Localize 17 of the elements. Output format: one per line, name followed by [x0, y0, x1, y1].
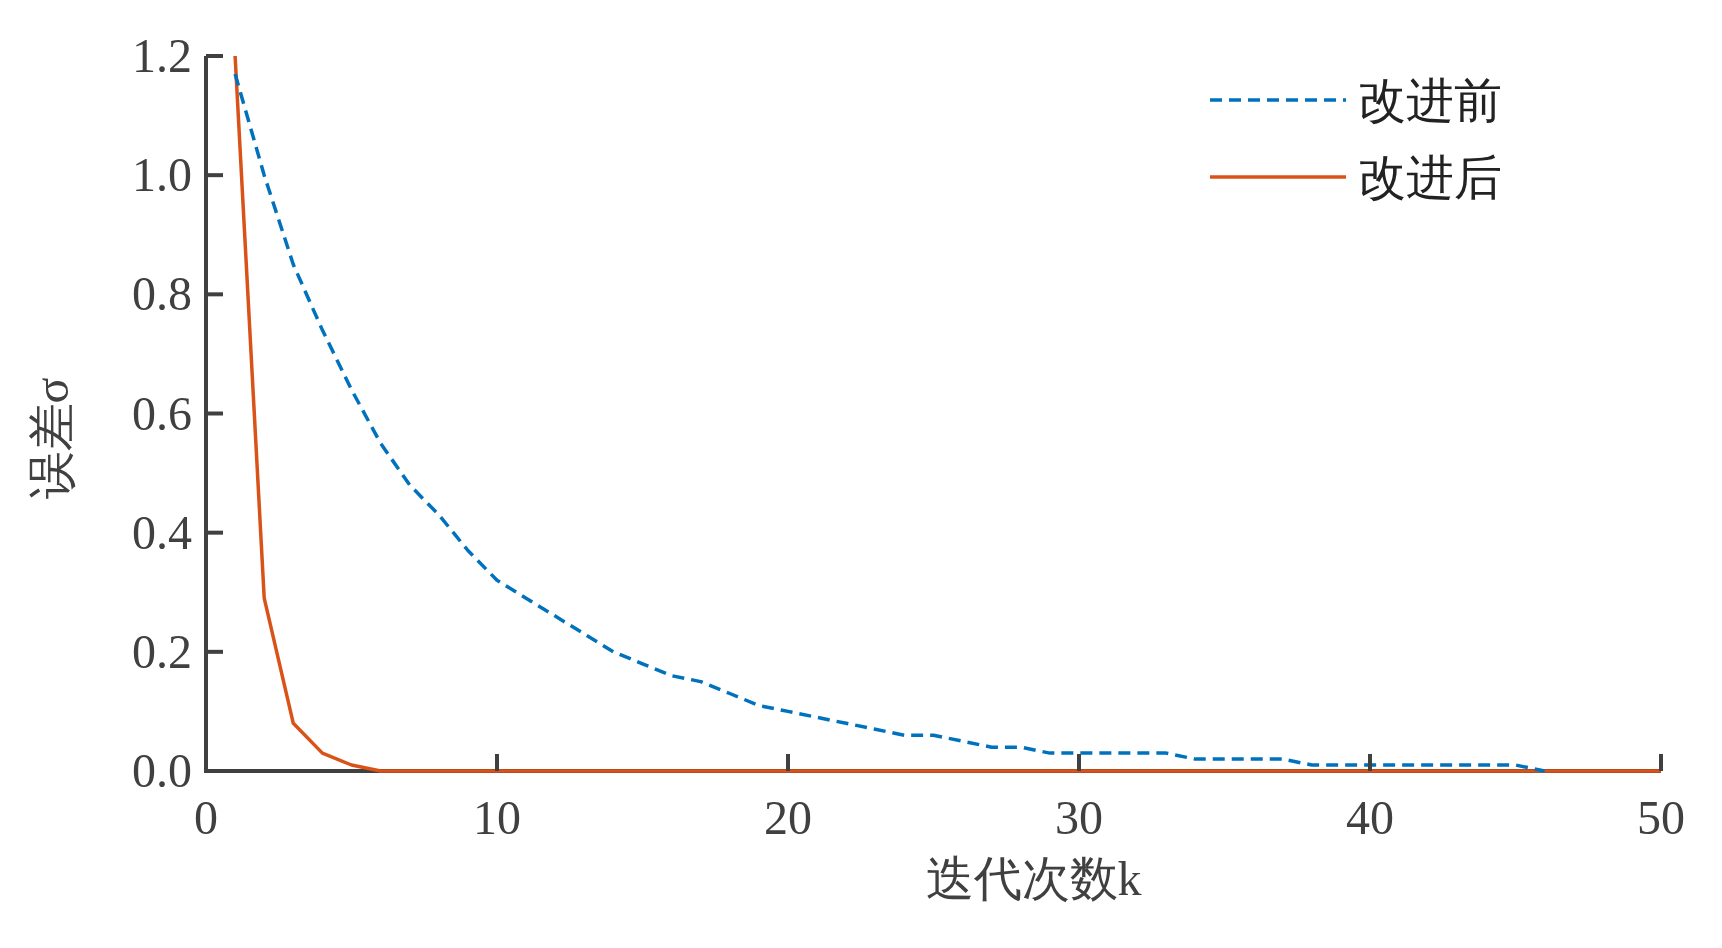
y-tick-label: 0.8 — [132, 267, 192, 321]
x-tick-label: 30 — [1055, 791, 1103, 844]
y-tick-label: 0.6 — [132, 386, 192, 440]
y-tick-label: 1.2 — [132, 29, 192, 82]
y-axis-title: 误差σ — [25, 377, 78, 500]
y-tick-label: 0.0 — [132, 744, 192, 797]
x-tick-label: 40 — [1346, 791, 1394, 844]
x-tick-label: 0 — [194, 791, 218, 844]
y-tick-label: 1.0 — [132, 148, 192, 202]
x-tick-label: 50 — [1637, 791, 1685, 844]
y-tick-label: 0.2 — [132, 624, 192, 678]
legend-label: 改进后 — [1358, 151, 1502, 204]
x-tick-label: 20 — [764, 791, 812, 844]
x-tick-label: 10 — [473, 791, 521, 844]
x-axis-title: 迭代次数k — [925, 852, 1142, 905]
y-tick-label: 0.4 — [132, 505, 192, 559]
legend-label: 改进前 — [1358, 74, 1502, 127]
